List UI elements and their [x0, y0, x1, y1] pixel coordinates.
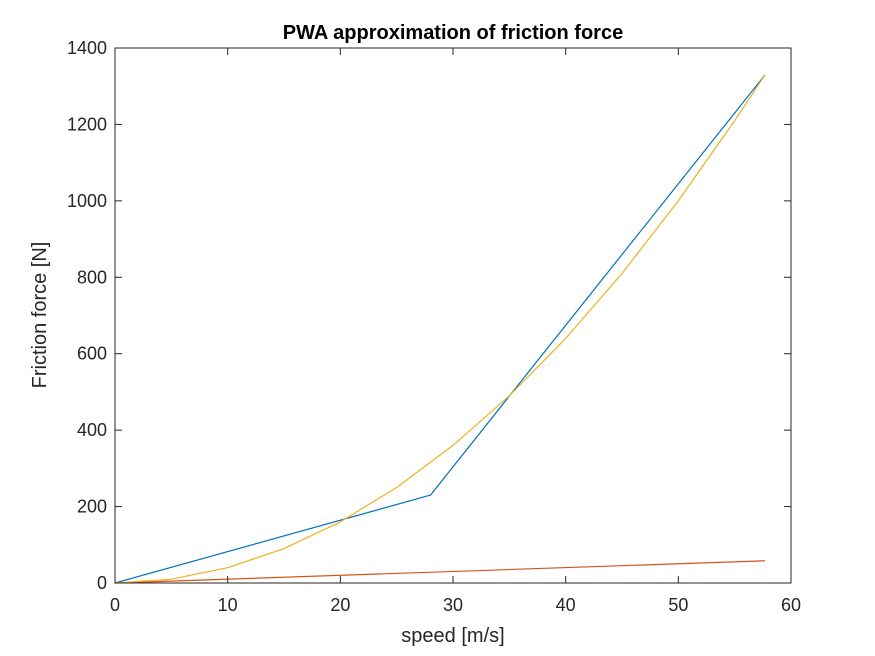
y-tick-label-1: 200 — [77, 497, 107, 517]
series-line-2 — [114, 560, 766, 584]
x-axis-label: speed [m/s] — [401, 625, 504, 647]
y-tick-label-3: 600 — [77, 344, 107, 364]
y-tick-label-0: 0 — [97, 573, 107, 593]
x-tick-label-0: 0 — [110, 595, 120, 615]
x-tick-label-4: 40 — [556, 595, 576, 615]
series-line-3 — [114, 74, 766, 584]
x-tick-label-1: 10 — [218, 595, 238, 615]
x-tick-label-6: 60 — [781, 595, 801, 615]
series-layer — [114, 74, 766, 584]
x-tick-label-2: 20 — [330, 595, 350, 615]
chart-title: PWA approximation of friction force — [283, 22, 623, 44]
y-tick-label-4: 800 — [77, 267, 107, 287]
y-tick-label-6: 1200 — [67, 114, 107, 134]
y-tick-label-7: 1400 — [67, 38, 107, 58]
x-tick-label-3: 30 — [443, 595, 463, 615]
y-tick-label-2: 400 — [77, 420, 107, 440]
series-line-1 — [114, 74, 766, 584]
plot-area — [115, 48, 791, 583]
x-tick-label-5: 50 — [668, 595, 688, 615]
y-axis-label: Friction force [N] — [29, 242, 51, 389]
y-tick-label-5: 1000 — [67, 191, 107, 211]
